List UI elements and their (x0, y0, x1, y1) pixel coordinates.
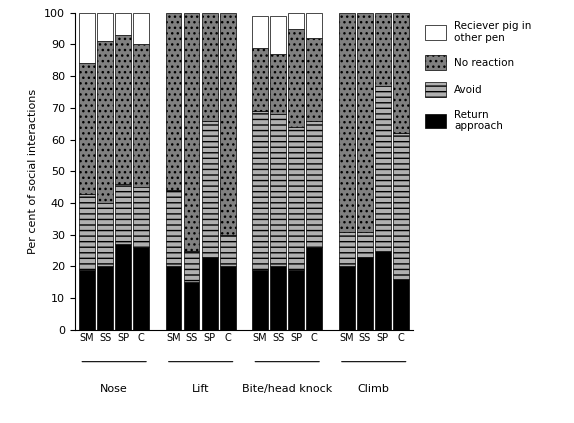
Bar (307, 13, 322, 38)
Text: Climb: Climb (358, 384, 390, 394)
Bar (253, 16, 268, 48)
Bar (133, 247, 149, 330)
Bar (393, 133, 409, 279)
Bar (115, 13, 131, 35)
Bar (357, 232, 373, 257)
Bar (375, 250, 390, 330)
Bar (375, 13, 390, 85)
Bar (357, 13, 373, 232)
Bar (202, 121, 218, 257)
Legend: Reciever pig in
other pen, No reaction, Avoid, Return
approach: Reciever pig in other pen, No reaction, … (422, 18, 534, 135)
Bar (184, 13, 200, 250)
Text: Bite/head knock: Bite/head knock (242, 384, 332, 394)
Bar (307, 121, 322, 247)
Bar (133, 44, 149, 187)
Bar (220, 266, 235, 330)
Bar (393, 279, 409, 330)
Bar (98, 13, 113, 41)
Bar (339, 13, 355, 232)
Bar (166, 266, 181, 330)
Bar (393, 13, 409, 133)
Bar (202, 257, 218, 330)
Bar (115, 244, 131, 330)
Bar (184, 250, 200, 283)
Bar (202, 13, 218, 121)
Bar (339, 266, 355, 330)
Bar (288, 270, 304, 330)
Bar (166, 13, 181, 190)
Bar (220, 13, 235, 235)
Bar (270, 54, 286, 114)
Y-axis label: Per cent of social interactions: Per cent of social interactions (28, 89, 38, 254)
Bar (220, 235, 235, 266)
Bar (98, 266, 113, 330)
Bar (270, 266, 286, 330)
Bar (133, 13, 149, 44)
Bar (98, 41, 113, 203)
Bar (270, 114, 286, 266)
Bar (307, 38, 322, 121)
Bar (307, 247, 322, 330)
Text: Nose: Nose (100, 384, 128, 394)
Bar (339, 232, 355, 266)
Bar (270, 16, 286, 54)
Bar (79, 63, 95, 194)
Bar (288, 127, 304, 270)
Bar (133, 187, 149, 247)
Bar (253, 111, 268, 270)
Bar (115, 184, 131, 244)
Bar (98, 203, 113, 266)
Bar (79, 13, 95, 63)
Bar (166, 190, 181, 266)
Bar (375, 86, 390, 250)
Text: Lift: Lift (192, 384, 210, 394)
Bar (115, 35, 131, 184)
Bar (357, 257, 373, 330)
Bar (253, 47, 268, 111)
Bar (79, 194, 95, 270)
Bar (253, 270, 268, 330)
Bar (184, 283, 200, 330)
Bar (288, 29, 304, 127)
Bar (79, 270, 95, 330)
Bar (288, 13, 304, 29)
